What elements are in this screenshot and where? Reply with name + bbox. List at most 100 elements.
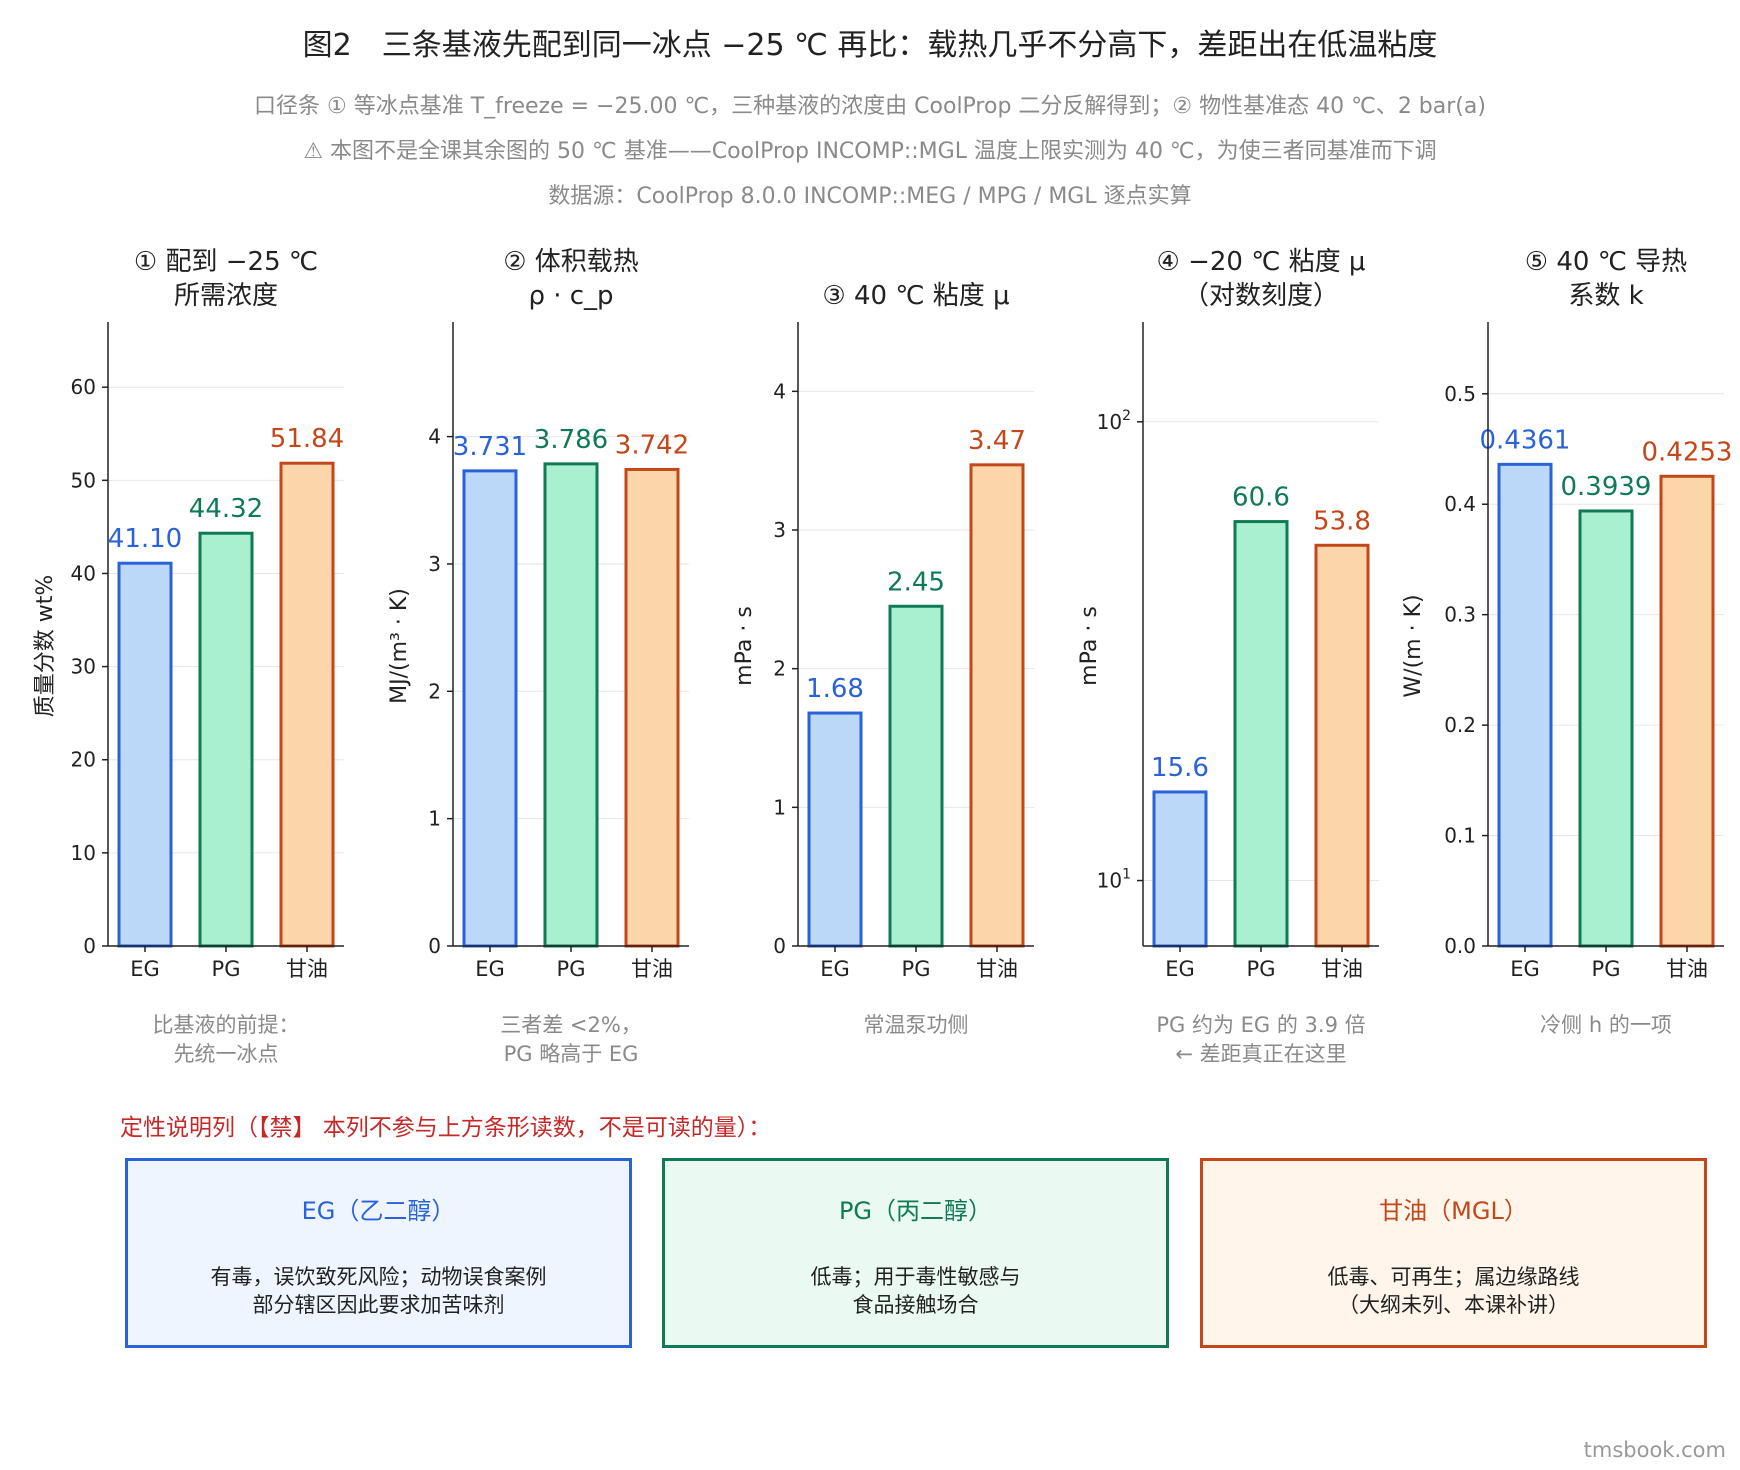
- box-pg-line-2: 食品接触场合: [852, 1293, 979, 1317]
- chart2-category-label: EG: [475, 957, 505, 981]
- chart1-bar-eg: [117, 561, 173, 948]
- chart1-ytick-label: 10: [71, 841, 96, 865]
- chart3-title-line-1: ③ 40 ℃ 粘度 μ: [822, 281, 1009, 311]
- chart1-y-axis-label: 质量分数 wt%: [33, 575, 58, 718]
- chart2-ytick-label: 2: [428, 679, 441, 703]
- chart2-category-label: 甘油: [631, 957, 673, 981]
- chart4-bar-eg: [1152, 790, 1208, 948]
- chart2-value-label-eg: 3.731: [453, 432, 527, 462]
- chart2-category-label: PG: [557, 957, 586, 981]
- chart4-bar-gl: [1314, 543, 1370, 948]
- chart3-bar-gl: [969, 463, 1025, 948]
- subtitle-3: 数据源：CoolProp 8.0.0 INCOMP::MEG / MPG / M…: [548, 184, 1192, 209]
- chart4-title-line-2: （对数刻度）: [1183, 281, 1339, 311]
- box-pg-title: PG（丙二醇）: [838, 1197, 993, 1225]
- chart1-category-label: PG: [212, 957, 241, 981]
- charts-area: ① 配到 −25 ℃所需浓度010203040506041.10EG44.32P…: [33, 247, 1733, 1066]
- chart5-bar-pg: [1578, 509, 1634, 948]
- chart1-title-line-1: ① 配到 −25 ℃: [134, 247, 318, 277]
- chart4-ytick-label: 102: [1097, 408, 1131, 434]
- chart4-ytick-exponent: 1: [1122, 867, 1131, 883]
- chart5-title-line-1: ⑤ 40 ℃ 导热: [1525, 247, 1687, 277]
- box-pg-line-1: 低毒；用于毒性敏感与: [810, 1265, 1021, 1289]
- chart2-ytick-label: 4: [428, 425, 441, 449]
- chart1-ytick-label: 60: [71, 375, 96, 399]
- chart1-bar-pg: [198, 531, 254, 948]
- chart4-y-axis-label: mPa · s: [1077, 606, 1102, 686]
- chart1-title-line-2: 所需浓度: [174, 281, 278, 311]
- chart3-ytick-label: 3: [773, 518, 786, 542]
- chart4-note-line-1: PG 约为 EG 的 3.9 倍: [1156, 1013, 1365, 1037]
- chart2-value-label-pg: 3.786: [534, 425, 608, 455]
- box-pg: PG（丙二醇） 低毒；用于毒性敏感与 食品接触场合: [662, 1158, 1169, 1348]
- chart5-y-axis-label: W/(m · K): [1401, 594, 1426, 697]
- chart4-bar-pg: [1233, 520, 1289, 948]
- chart5-ytick-label: 0.5: [1444, 382, 1476, 406]
- chart5-category-label: PG: [1592, 957, 1621, 981]
- chart2-bar-gl: [624, 467, 680, 948]
- box-glycerol: 甘油（MGL） 低毒、可再生；属边缘路线 （大纲未列、本课补讲）: [1200, 1158, 1707, 1348]
- chart2-title-line-2: ρ · c_p: [528, 281, 613, 311]
- chart2-ytick-label: 1: [428, 807, 441, 831]
- chart5-ytick-label: 0.0: [1444, 934, 1476, 958]
- box-glycerol-line-1: 低毒、可再生；属边缘路线: [1327, 1265, 1580, 1289]
- chart3-category-label: PG: [902, 957, 931, 981]
- chart4-ytick-label: 101: [1097, 867, 1131, 893]
- chart1-note-line-2: 先统一冰点: [174, 1042, 279, 1066]
- figure-title: 图2 三条基液先配到同一冰点 −25 ℃ 再比：载热几乎不分高下，差距出在低温粘…: [302, 28, 1438, 63]
- chart1-bar-gl: [279, 461, 335, 948]
- chart3-value-label-gl: 3.47: [968, 426, 1026, 456]
- chart2-note-line-2: PG 略高于 EG: [504, 1042, 639, 1066]
- chart4-category-label: 甘油: [1321, 957, 1363, 981]
- chart2-ytick-label: 3: [428, 552, 441, 576]
- chart5-title-line-2: 系数 k: [1568, 281, 1643, 311]
- chart3-category-label: EG: [820, 957, 850, 981]
- box-eg-line-1: 有毒，误饮致死风险；动物误食案例: [210, 1265, 547, 1289]
- chart3-ytick-label: 4: [773, 379, 786, 403]
- chart2-bar-eg: [462, 469, 518, 948]
- chart5-bar-gl: [1659, 474, 1715, 948]
- chart2-ytick-label: 0: [428, 934, 441, 958]
- chart1-value-label-pg: 44.32: [189, 494, 263, 524]
- box-eg: EG（乙二醇） 有毒，误饮致死风险；动物误食案例 部分辖区因此要求加苦味剂: [125, 1158, 632, 1348]
- chart4-value-label-eg: 15.6: [1151, 753, 1209, 783]
- chart1-value-label-eg: 41.10: [108, 524, 182, 554]
- chart5-category-label: 甘油: [1666, 957, 1708, 981]
- chart4-category-label: PG: [1247, 957, 1276, 981]
- box-eg-title: EG（乙二醇）: [301, 1197, 456, 1225]
- chart5-bar-eg: [1497, 462, 1553, 948]
- chart1-ytick-label: 30: [71, 655, 96, 679]
- chart5-ytick-label: 0.4: [1444, 492, 1476, 516]
- chart3-ytick-label: 0: [773, 934, 786, 958]
- chart1-category-label: 甘油: [286, 957, 328, 981]
- chart2-note-line-1: 三者差 <2%，: [500, 1013, 642, 1037]
- chart5-ytick-label: 0.3: [1444, 603, 1476, 627]
- chart1-ytick-label: 20: [71, 748, 96, 772]
- chart5-category-label: EG: [1510, 957, 1540, 981]
- chart3-ytick-label: 1: [773, 795, 786, 819]
- chart3-ytick-label: 2: [773, 657, 786, 681]
- chart3-bar-eg: [807, 711, 863, 948]
- chart5-note-line-1: 冷侧 h 的一项: [1540, 1013, 1672, 1037]
- subtitle-2: ⚠ 本图不是全课其余图的 50 ℃ 基准——CoolProp INCOMP::M…: [303, 139, 1437, 164]
- chart1-ytick-label: 40: [71, 561, 96, 585]
- chart4-title-line-1: ④ −20 ℃ 粘度 μ: [1157, 247, 1366, 277]
- chart2-bar-pg: [543, 462, 599, 948]
- chart3-value-label-pg: 2.45: [887, 567, 945, 597]
- chart3-note-line-1: 常温泵功侧: [864, 1013, 969, 1037]
- chart5-ytick-label: 0.2: [1444, 713, 1476, 737]
- box-eg-line-2: 部分辖区因此要求加苦味剂: [252, 1293, 505, 1317]
- chart4-ytick-exponent: 2: [1122, 408, 1131, 424]
- chart1-ytick-label: 0: [83, 934, 96, 958]
- chart5-value-label-gl: 0.4253: [1642, 437, 1733, 467]
- qualitative-heading: 定性说明列（【禁】 本列不参与上方条形读数，不是可读的量）：: [120, 1115, 772, 1141]
- chart4-value-label-pg: 60.6: [1232, 483, 1290, 513]
- chart3-y-axis-label: mPa · s: [732, 606, 757, 686]
- chart4-note-line-2: ← 差距真正在这里: [1175, 1042, 1346, 1066]
- box-glycerol-title: 甘油（MGL）: [1379, 1197, 1528, 1225]
- chart1-note-line-1: 比基液的前提：: [153, 1013, 300, 1037]
- watermark: tmsbook.com: [1583, 1438, 1726, 1462]
- chart2-value-label-gl: 3.742: [615, 430, 689, 460]
- chart1-ytick-label: 50: [71, 468, 96, 492]
- chart3-value-label-eg: 1.68: [806, 674, 864, 704]
